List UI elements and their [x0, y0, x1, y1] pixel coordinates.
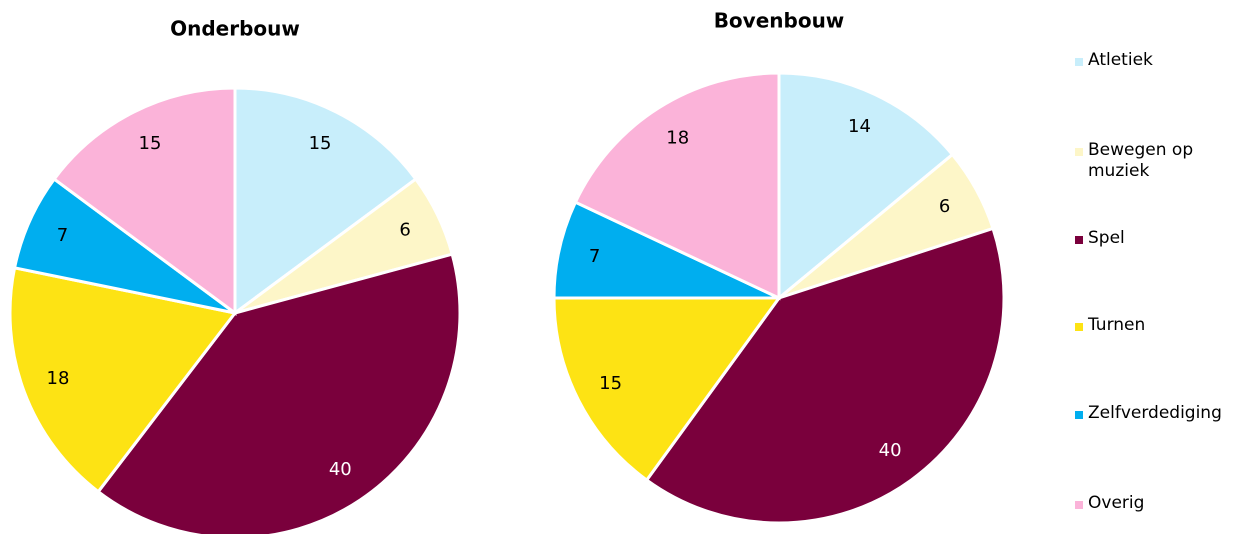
pie-slice	[777, 71, 955, 302]
slice-label: 6	[399, 220, 410, 241]
slice-label: 15	[309, 133, 332, 154]
legend-item: Spel	[1075, 228, 1225, 249]
legend-label: Atletiek	[1088, 50, 1153, 70]
legend-label: Turnen	[1088, 315, 1146, 335]
slice-label: 7	[57, 225, 68, 246]
legend-swatch	[1075, 323, 1083, 331]
pie-slice	[52, 86, 237, 316]
legend-item: Zelfverdediging	[1075, 403, 1225, 424]
slice-label: 18	[47, 368, 70, 389]
pie-slice	[644, 226, 1006, 525]
slice-label: 40	[879, 440, 902, 461]
slice-label: 18	[666, 127, 689, 148]
legend-swatch	[1075, 501, 1083, 509]
slice-label: 7	[589, 246, 600, 267]
legend-label: Overig	[1088, 493, 1145, 513]
pie-slice	[96, 252, 462, 534]
pie-slice	[233, 86, 418, 316]
legend-label: Bewegen op muziek	[1088, 140, 1194, 181]
slice-label: 15	[599, 373, 622, 394]
legend-item: Overig	[1075, 493, 1225, 514]
pie-slice	[573, 71, 781, 301]
pie-slice	[8, 266, 238, 494]
pie-slice	[552, 296, 782, 483]
legend-label: Zelfverdediging	[1088, 403, 1222, 423]
legend-swatch	[1075, 148, 1083, 156]
slice-label: 14	[848, 116, 871, 137]
slice-label: 15	[139, 133, 162, 154]
slice-label: 6	[939, 196, 950, 217]
legend-item: Atletiek	[1075, 50, 1225, 71]
legend-item: Turnen	[1075, 315, 1225, 336]
chart-title: Bovenbouw	[714, 9, 845, 33]
legend-item: Bewegen op muziek	[1075, 140, 1225, 182]
legend-swatch	[1075, 58, 1083, 66]
chart-title: Onderbouw	[170, 17, 300, 41]
slice-label: 40	[329, 459, 352, 480]
legend-swatch	[1075, 411, 1083, 419]
legend-label: Spel	[1088, 228, 1125, 248]
legend-swatch	[1075, 236, 1083, 244]
